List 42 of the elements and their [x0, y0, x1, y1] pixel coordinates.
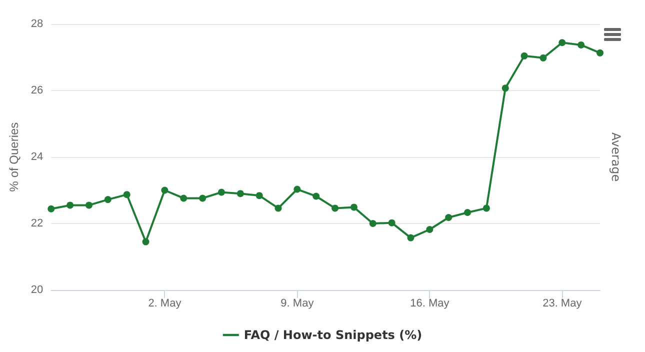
y-tick-label: 26	[30, 84, 44, 96]
point	[407, 234, 414, 242]
point	[66, 202, 74, 209]
y-tick-label: 28	[30, 18, 44, 30]
x-tick-label: 16. May	[410, 298, 450, 310]
y-tick-label: 22	[30, 218, 44, 230]
point	[274, 204, 282, 212]
y2-axis-title: Average	[609, 132, 623, 182]
point	[464, 209, 472, 216]
point	[540, 54, 547, 62]
point	[312, 192, 320, 200]
point	[596, 49, 604, 56]
point	[502, 84, 509, 92]
point	[578, 41, 585, 48]
point	[558, 39, 566, 46]
y-axis-title: % of Queries	[7, 122, 21, 192]
point	[426, 226, 434, 233]
point	[123, 191, 130, 198]
point	[294, 186, 301, 193]
point	[445, 214, 452, 222]
point	[104, 196, 112, 204]
y-tick-label: 20	[30, 284, 44, 296]
point	[236, 190, 244, 198]
point	[256, 192, 263, 200]
y-tick-label: 24	[30, 151, 44, 163]
x-tick-label: 9. May	[280, 298, 314, 310]
point	[350, 204, 358, 211]
point	[161, 186, 168, 194]
point	[199, 194, 206, 202]
point	[142, 238, 150, 246]
point	[332, 204, 339, 212]
x-tick-label: 23. May	[542, 298, 582, 310]
point	[85, 202, 92, 209]
x-tick-label: 2. May	[148, 298, 182, 310]
point	[218, 188, 225, 196]
legend-label: FAQ / How-to Snippets (%)	[244, 328, 422, 342]
point	[388, 219, 396, 226]
point	[520, 52, 528, 60]
point	[369, 220, 376, 227]
point	[180, 194, 188, 202]
point	[48, 205, 55, 212]
point	[482, 204, 490, 212]
